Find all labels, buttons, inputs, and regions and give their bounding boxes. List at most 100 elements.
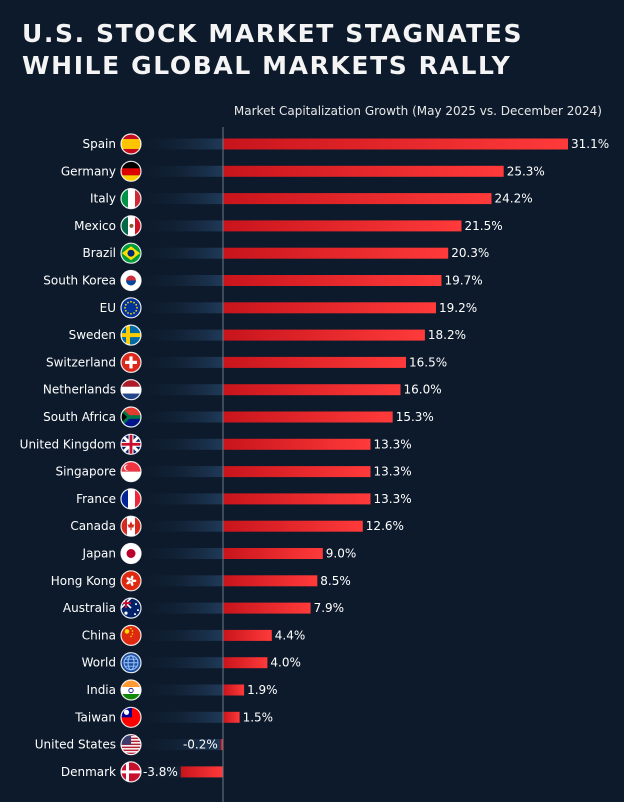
- flag-brazil-icon: [120, 242, 142, 264]
- bar: [223, 711, 240, 723]
- bar-track: [130, 711, 223, 723]
- bar: [223, 302, 436, 314]
- bar-track: [130, 466, 223, 478]
- category-label: Denmark: [61, 765, 116, 779]
- value-label: 24.2%: [495, 192, 533, 206]
- category-label: Spain: [82, 137, 116, 151]
- chart-subtitle: Market Capitalization Growth (May 2025 v…: [233, 104, 602, 118]
- category-label: Sweden: [69, 328, 116, 342]
- bar: [223, 602, 311, 614]
- category-label: Canada: [70, 519, 116, 533]
- value-label: 1.9%: [247, 683, 278, 697]
- bar-row: Netherlands 16.0%: [43, 379, 442, 401]
- category-label: South Africa: [43, 410, 116, 424]
- category-label: Italy: [90, 192, 116, 206]
- flag-australia-icon: [120, 597, 142, 619]
- bar-row: Brazil 20.3%: [83, 242, 489, 264]
- bar: [223, 684, 245, 696]
- bar-row: Mexico 21.5%: [74, 215, 503, 237]
- bar: [223, 220, 462, 232]
- bar: [223, 520, 363, 532]
- category-label: India: [87, 683, 116, 697]
- bar-row: Spain 31.1%: [82, 133, 609, 155]
- flag-south-africa-icon: [120, 406, 142, 428]
- bar-track: [130, 138, 223, 150]
- bar-row: World 4.0%: [82, 652, 301, 674]
- flag-china-icon: [120, 624, 142, 647]
- bar-track: [130, 493, 223, 505]
- value-label: 18.2%: [428, 328, 466, 342]
- flag-eu-icon: [120, 297, 142, 319]
- category-label: EU: [100, 301, 116, 315]
- bar-row: Sweden 18.2%: [69, 324, 466, 346]
- bar-track: [130, 165, 223, 177]
- value-label: 4.0%: [270, 656, 301, 670]
- flag-spain-icon: [120, 133, 142, 155]
- bar-row: South Africa 15.3%: [43, 406, 434, 428]
- bar-track: [130, 684, 223, 696]
- bar-track: [130, 302, 223, 314]
- bar-row: South Korea 19.7%: [43, 269, 483, 292]
- category-label: United Kingdom: [20, 437, 116, 451]
- bar-row: Switzerland 16.5%: [46, 351, 447, 373]
- flag-south-korea-icon: [120, 269, 142, 292]
- value-label: 7.9%: [314, 601, 345, 615]
- bar-track: [130, 766, 223, 778]
- bar-track: [130, 220, 223, 232]
- value-label: 13.3%: [374, 492, 412, 506]
- bar: [180, 766, 223, 778]
- category-label: Brazil: [83, 246, 117, 260]
- flag-switzerland-icon: [120, 351, 142, 373]
- category-label: Taiwan: [74, 710, 116, 724]
- bar: [220, 739, 223, 751]
- bar: [223, 275, 442, 286]
- bar-row: Canada 12.6%: [70, 515, 404, 537]
- value-label: 13.3%: [374, 437, 412, 451]
- bar: [223, 247, 449, 259]
- chart-title: U.S. Stock Market Stagnates While Global…: [22, 18, 612, 82]
- bar: [223, 657, 268, 669]
- value-label: 8.5%: [320, 574, 351, 588]
- bar-row: Singapore 13.3%: [55, 461, 412, 483]
- value-label: 16.0%: [404, 383, 442, 397]
- flag-netherlands-icon: [120, 379, 142, 401]
- bar: [223, 493, 371, 505]
- value-label: 25.3%: [507, 164, 545, 178]
- bar-row: Australia 7.9%: [63, 597, 345, 619]
- bar-track: [130, 329, 223, 341]
- bar: [223, 548, 323, 559]
- value-label: 19.2%: [439, 301, 477, 315]
- category-label: South Korea: [43, 274, 116, 288]
- value-label: 9.0%: [326, 547, 357, 561]
- bar-row: Italy 24.2%: [90, 188, 533, 210]
- flag-germany-icon: [120, 160, 142, 182]
- value-label: -0.2%: [183, 738, 218, 752]
- bar-row: Denmark -3.8%: [61, 761, 223, 783]
- bar-row: India 1.9%: [87, 679, 278, 701]
- bar: [223, 384, 401, 396]
- category-label: Singapore: [55, 465, 116, 479]
- value-label: 1.5%: [243, 710, 274, 724]
- bar: [223, 138, 568, 150]
- category-label: China: [82, 628, 116, 642]
- flag-united-kingdom-icon: [120, 433, 142, 455]
- bar-row: United Kingdom 13.3%: [20, 433, 412, 455]
- bar-track: [130, 548, 223, 559]
- bar: [223, 165, 504, 177]
- flag-taiwan-icon: [120, 706, 142, 728]
- bar-row: Germany 25.3%: [61, 160, 545, 182]
- value-label: 21.5%: [465, 219, 503, 233]
- value-label: 31.1%: [571, 137, 609, 151]
- bar: [223, 438, 371, 450]
- bar-row: Hong Kong 8.5%: [51, 570, 351, 592]
- title-line-2: While Global Markets Rally: [22, 51, 512, 80]
- bar: [223, 575, 318, 587]
- bar-row: China 4.4%: [82, 624, 305, 647]
- flag-mexico-icon: [120, 215, 142, 237]
- flag-italy-icon: [120, 188, 142, 210]
- bar: [223, 629, 272, 641]
- bar: [223, 193, 492, 205]
- bar-track: [130, 438, 223, 450]
- flag-canada-icon: [120, 515, 142, 537]
